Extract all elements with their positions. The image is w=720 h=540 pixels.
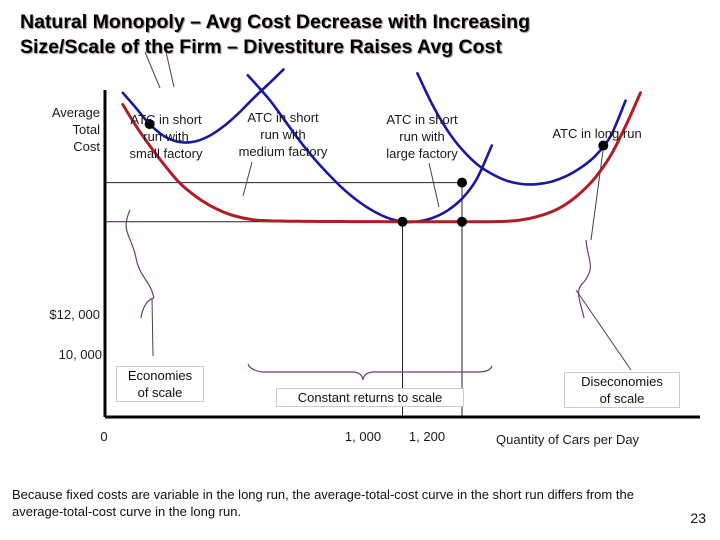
y-axis-label-line-2: Total (72, 122, 100, 137)
series-label-large-line-3: large factory (386, 146, 458, 161)
series-label-small-factory: ATC in short run with small factory (112, 111, 220, 162)
series-label-long-run: ATC in long run (532, 125, 662, 142)
label-pointer-0 (144, 51, 161, 89)
region-label-economies-line-1: Economies (127, 368, 193, 383)
series-label-small-line-3: small factory (129, 146, 203, 161)
data-point-3 (457, 177, 467, 188)
y-axis-label: Average Total Cost (20, 104, 100, 155)
series-label-large-line-2: run with (399, 129, 445, 144)
series-label-small-line-1: ATC in short (130, 112, 202, 127)
series-label-long-line-1: ATC in long run (552, 126, 642, 141)
series-label-large-factory: ATC in short run with large factory (366, 111, 478, 162)
title-line-2: Size/Scale of the Firm – Divestiture Rai… (20, 36, 502, 58)
brace-constant-returns (247, 363, 493, 381)
brace-economies-of-scale (125, 209, 155, 319)
x-tick-label-0: 0 (100, 429, 108, 444)
label-pointer-2 (242, 161, 253, 197)
label-pointer-6 (575, 289, 632, 371)
region-label-economies: Economies of scale (116, 366, 204, 402)
series-label-large-line-1: ATC in short (386, 112, 458, 127)
label-pointer-1 (165, 51, 175, 88)
series-label-medium-factory: ATC in short run with medium factory (222, 109, 344, 160)
region-label-diseconomies-line-2: of scale (599, 391, 645, 406)
region-label-constant: Constant returns to scale (276, 388, 464, 407)
series-curve-2 (416, 72, 627, 186)
series-label-small-line-2: run with (143, 129, 189, 144)
x-tick-label-1200: 1, 200 (408, 429, 446, 444)
region-label-constant-line-1: Constant returns to scale (297, 390, 443, 405)
data-point-1 (397, 216, 408, 227)
label-pointer-3 (428, 162, 440, 208)
label-pointer-4 (590, 142, 605, 241)
region-label-diseconomies-line-1: Diseconomies (581, 374, 663, 389)
region-label-diseconomies: Diseconomies of scale (564, 372, 680, 408)
data-point-2 (457, 216, 467, 227)
x-axis-label: Quantity of Cars per Day (496, 432, 640, 447)
slide-caption: Because fixed costs are variable in the … (12, 487, 634, 519)
series-label-medium-line-3: medium factory (238, 144, 328, 159)
y-tick-label-10000: 10, 000 (58, 347, 102, 362)
y-axis-label-line-3: Cost (73, 139, 100, 154)
x-tick-label-1000: 1, 000 (344, 429, 382, 444)
region-label-economies-line-2: of scale (137, 385, 183, 400)
chart-axes (103, 90, 700, 419)
data-point-4 (598, 140, 609, 151)
page-number: 23 (690, 510, 706, 526)
title-line-1: Natural Monopoly – Avg Cost Decrease wit… (20, 11, 531, 33)
series-label-medium-line-2: run with (260, 127, 306, 142)
slide-title: Natural Monopoly – Avg Cost Decrease wit… (20, 10, 700, 60)
series-label-medium-line-1: ATC in short (247, 110, 319, 125)
region-braces (125, 209, 592, 381)
chart-points (144, 119, 609, 227)
label-pointer-5 (151, 297, 154, 357)
data-point-0 (144, 119, 155, 130)
label-pointers (144, 51, 632, 371)
y-axis-label-line-1: Average (51, 105, 100, 120)
series-curve-1 (246, 73, 494, 224)
series-curve-3 (121, 91, 642, 224)
brace-diseconomies-of-scale (577, 239, 592, 319)
y-tick-label-12000: $12, 000 (49, 307, 100, 322)
